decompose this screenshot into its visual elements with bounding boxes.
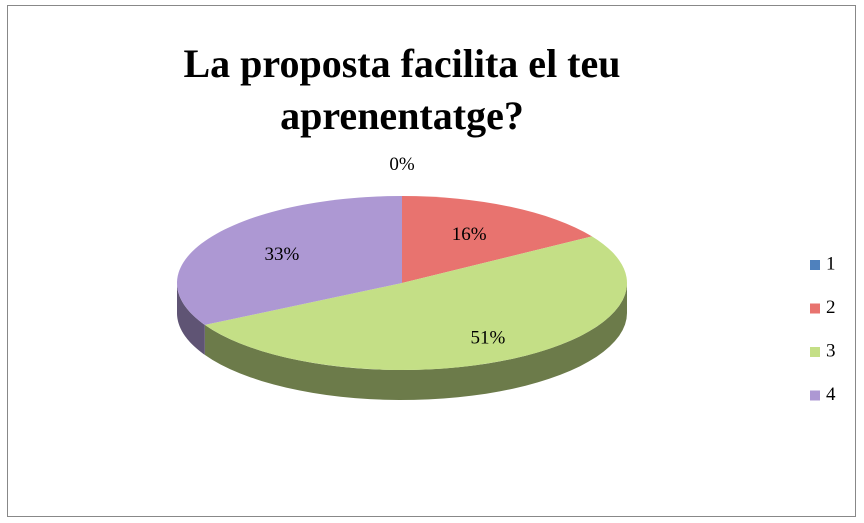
- legend-swatch: [810, 303, 820, 314]
- legend-swatch: [810, 260, 820, 270]
- legend-label: 2: [826, 297, 836, 318]
- slice-side: [177, 283, 205, 355]
- data-label: 33%: [265, 244, 300, 265]
- legend-label: 1: [826, 253, 836, 274]
- data-label: 51%: [470, 328, 505, 349]
- chart-title: La proposta facilita el teu aprenentatge…: [183, 41, 621, 138]
- legend-swatch: [810, 347, 820, 357]
- slice-side: [204, 283, 627, 400]
- legend-label: 4: [826, 384, 836, 405]
- data-label: 0%: [389, 154, 415, 175]
- pie-slice: [204, 236, 628, 371]
- legend-label: 3: [826, 340, 836, 361]
- pie-slice: [177, 196, 402, 325]
- legend-swatch: [810, 390, 820, 401]
- data-label: 16%: [452, 224, 487, 245]
- pie-slice: [402, 196, 592, 283]
